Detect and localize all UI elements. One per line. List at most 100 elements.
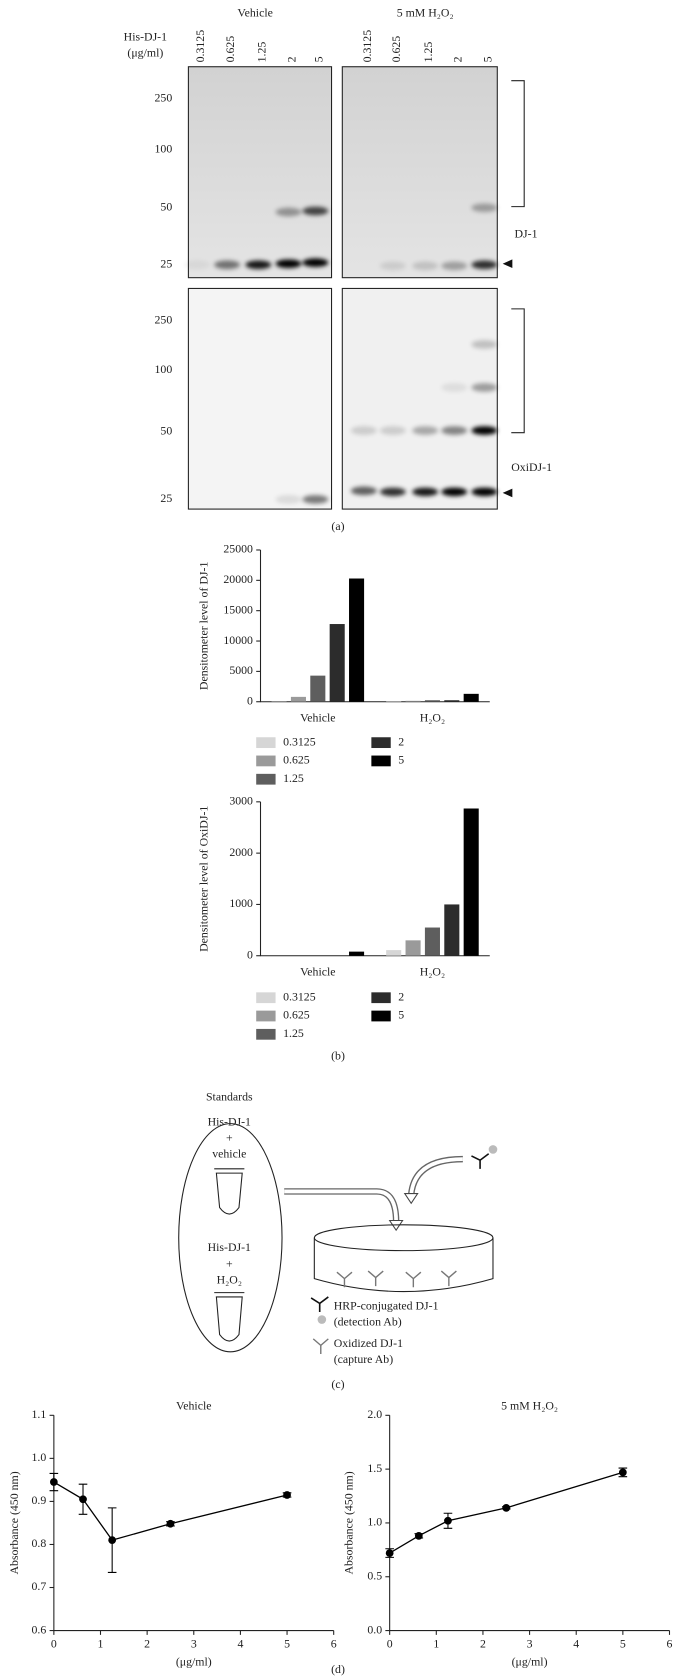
point — [166, 1519, 175, 1528]
band — [471, 487, 498, 497]
y-tick-label: 0.7 — [32, 1579, 47, 1593]
x-tick-label: 5 — [284, 1636, 290, 1650]
arrow — [284, 1188, 400, 1222]
bar — [424, 700, 440, 702]
band — [471, 340, 498, 349]
band — [184, 260, 210, 270]
chart-title: Vehicle — [176, 1398, 211, 1412]
y-axis-label: Absorbance (450 nm) — [7, 1471, 21, 1574]
point — [49, 1478, 58, 1486]
lane-label: 2 — [285, 56, 299, 62]
band — [412, 261, 439, 271]
marker-label: 25 — [160, 491, 172, 505]
x-tick-label: 5 — [620, 1636, 626, 1650]
band — [379, 426, 406, 435]
y-tick-label: 2.0 — [367, 1407, 382, 1421]
axis — [389, 1415, 670, 1632]
chart-title: 5 mM H₂O₂ — [501, 1398, 558, 1412]
band — [275, 207, 302, 217]
band — [379, 487, 406, 497]
y-tick-label: 3000 — [229, 794, 253, 808]
hrp — [488, 1145, 498, 1154]
point — [283, 1491, 291, 1499]
x-tick-label: Vehicle — [300, 965, 335, 979]
band — [275, 495, 302, 504]
x-tick-label: Vehicle — [300, 711, 335, 725]
x-tick-label: 1 — [98, 1636, 104, 1650]
band — [471, 426, 498, 435]
standard-text: vehicle — [212, 1147, 246, 1161]
panel-label: (a) — [331, 519, 344, 533]
arrowhead — [403, 1193, 419, 1205]
legend-icon — [312, 1338, 329, 1354]
marker-label: 50 — [160, 423, 172, 437]
band — [441, 261, 468, 271]
legend-label: 2 — [398, 734, 404, 748]
bar — [463, 808, 479, 956]
y-tick-label: 0.0 — [367, 1622, 382, 1636]
axis — [53, 1415, 334, 1632]
legend-swatch — [256, 1028, 276, 1040]
legend-swatch — [256, 755, 276, 767]
y-tick-label: 25000 — [223, 542, 253, 556]
y-tick-label: 5000 — [229, 663, 253, 677]
point — [108, 1536, 117, 1545]
legend-label: 5 — [398, 1008, 404, 1022]
x-axis-label: (μg/ml) — [176, 1655, 212, 1669]
legend-label: 0.3125 — [283, 989, 316, 1003]
blot-label: DJ-1 — [515, 226, 538, 240]
legend-label: 2 — [398, 989, 404, 1003]
bar — [444, 700, 460, 702]
line — [389, 1471, 624, 1554]
x-tick-label: 3 — [527, 1636, 533, 1650]
x-tick-label: H₂O₂ — [420, 965, 445, 979]
panel-label: (c) — [331, 1377, 344, 1391]
marker-label: 250 — [155, 312, 173, 326]
x-tick-label: 2 — [144, 1636, 150, 1650]
standards-ellipse — [178, 1123, 283, 1353]
detection-antibody — [471, 1153, 490, 1169]
x-tick-label: 4 — [573, 1636, 579, 1650]
y-tick-label: 0 — [247, 693, 253, 707]
legend-swatch — [256, 737, 276, 749]
bar — [290, 696, 306, 702]
diagram: Standards His-DJ-1 + vehicle His-DJ-1 + … — [178, 1090, 498, 1391]
band — [302, 495, 329, 504]
legend-swatch — [371, 1010, 391, 1022]
marker-label: 25 — [160, 256, 172, 270]
x-tick-label: 0 — [51, 1636, 57, 1650]
x-tick-label: 3 — [191, 1636, 197, 1650]
y-tick-label: 1.1 — [32, 1407, 47, 1421]
point — [444, 1516, 452, 1525]
band — [471, 260, 498, 270]
y-tick-label: 0.6 — [32, 1622, 47, 1636]
band — [412, 487, 439, 497]
point — [414, 1531, 423, 1540]
legend-swatch — [371, 755, 391, 767]
legend-swatch — [256, 773, 276, 785]
arrow — [284, 1189, 399, 1222]
x-tick-label: 4 — [237, 1636, 243, 1650]
legend-label: 1.25 — [283, 1026, 304, 1040]
axis — [259, 549, 490, 703]
band — [379, 261, 406, 271]
band — [441, 383, 468, 392]
blot — [187, 66, 333, 279]
band — [245, 260, 272, 270]
blot — [341, 66, 498, 279]
band — [302, 206, 329, 216]
x-tick-label: 6 — [331, 1636, 337, 1650]
bar — [386, 950, 402, 956]
x-tick-label: H₂O₂ — [420, 711, 445, 725]
panel-label: (d) — [331, 1662, 345, 1676]
bar — [463, 693, 479, 702]
y-tick-label: 1000 — [229, 896, 253, 910]
y-tick-label: 20000 — [223, 572, 253, 586]
y-tick-label: 15000 — [223, 602, 253, 616]
x-tick-label: 0 — [387, 1636, 393, 1650]
legend-swatch — [256, 1010, 276, 1022]
bands — [184, 203, 498, 504]
bar — [424, 927, 440, 956]
y-tick-label: 0 — [247, 947, 253, 961]
